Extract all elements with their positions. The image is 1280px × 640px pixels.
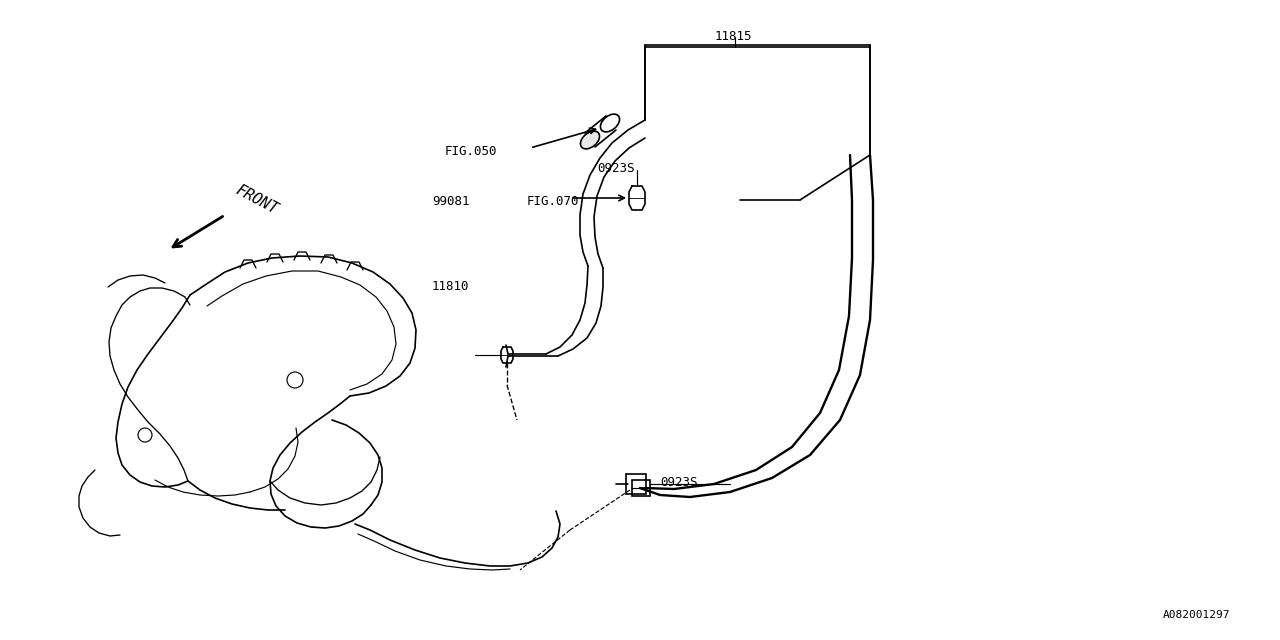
Bar: [632, 480, 650, 496]
Text: 99081: 99081: [433, 195, 470, 208]
Bar: [626, 474, 646, 494]
Text: A082001297: A082001297: [1162, 610, 1230, 620]
Text: 0923S: 0923S: [596, 162, 635, 175]
Text: FIG.070: FIG.070: [527, 195, 580, 208]
Text: 0923S: 0923S: [660, 476, 698, 489]
Ellipse shape: [580, 131, 599, 149]
Text: 11810: 11810: [433, 280, 470, 293]
Text: 11815: 11815: [716, 30, 753, 43]
Text: FIG.050: FIG.050: [445, 145, 498, 158]
Text: FRONT: FRONT: [233, 182, 280, 217]
